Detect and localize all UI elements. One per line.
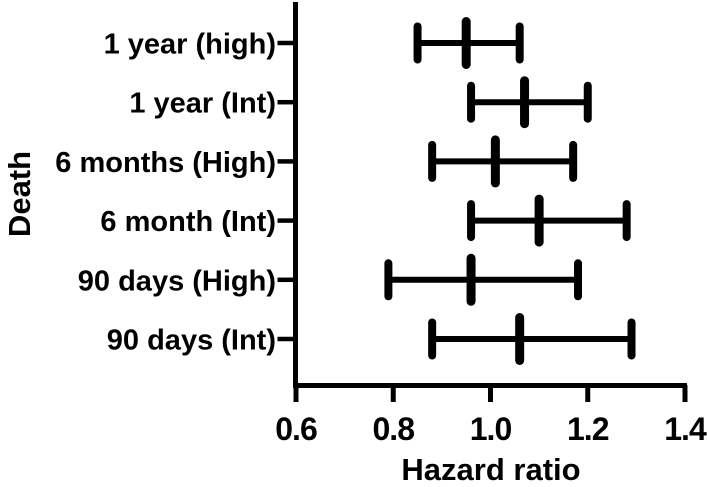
y-axis-title: Death <box>2 151 37 237</box>
x-axis-title: Hazard ratio <box>401 452 580 487</box>
category-label: 1 year (high) <box>104 29 276 61</box>
category-label: 6 months (High) <box>55 147 276 179</box>
x-tick-label: 1.4 <box>664 411 707 447</box>
error-bar <box>428 135 578 188</box>
x-tick-label: 0.6 <box>275 411 317 447</box>
x-tick-label: 1.2 <box>567 411 609 447</box>
error-bar <box>384 253 583 306</box>
category-label: 90 days (Int) <box>107 325 276 357</box>
category-label: 90 days (High) <box>78 265 276 297</box>
x-tick-label: 1.0 <box>470 411 512 447</box>
error-bar <box>467 194 631 247</box>
x-tick-label: 0.8 <box>373 411 415 447</box>
error-bar <box>428 313 636 365</box>
category-label: 6 month (Int) <box>100 206 276 238</box>
error-bar <box>413 17 524 69</box>
error-bar <box>467 76 592 129</box>
category-label: 1 year (Int) <box>129 88 276 120</box>
